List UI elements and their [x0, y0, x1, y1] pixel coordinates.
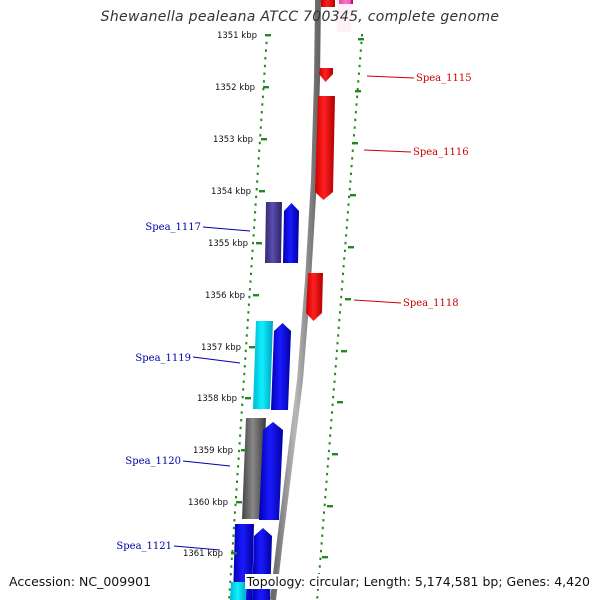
scale-tick-mark: [332, 453, 338, 456]
gene-label-text[interactable]: Spea_1119: [135, 353, 191, 364]
gene-shade-partial-bottom: [230, 582, 247, 600]
scale-tick-mark: [322, 556, 328, 559]
gene-leader-line: [182, 460, 231, 467]
gene-label-spea-1119[interactable]: Spea_1119: [135, 353, 241, 364]
topology-info-text: Topology: circular; Length: 5,174,581 bp…: [244, 574, 592, 589]
scale-tick-mark: [259, 190, 265, 193]
scale-tick-mark: [261, 138, 267, 141]
scale-tick-label: 1354 kbp: [211, 187, 251, 197]
scale-tick-mark: [327, 505, 333, 508]
genome-title: Shewanella pealeana ATCC 700345, complet…: [100, 9, 500, 25]
gene-arrow-spea-1117: [283, 203, 299, 263]
gene-label-text[interactable]: Spea_1115: [416, 73, 472, 84]
scale-tick-label: 1358 kbp: [197, 394, 237, 404]
scale-tick-mark: [350, 194, 356, 197]
gene-leader-line: [366, 75, 415, 79]
scale-tick-label: 1359 kbp: [193, 446, 233, 456]
gene-arrow-spea-1115: [319, 68, 333, 82]
accession-text: Accession: NC_009901: [7, 574, 154, 589]
gene-arrow-spea-1119: [271, 323, 291, 410]
gene-shade-spea-1120: [242, 418, 266, 519]
scale-tick-mark: [352, 142, 358, 145]
gene-arrow-spea-1121: [252, 528, 272, 600]
scale-tick-mark: [358, 38, 364, 41]
scale-tick-mark: [231, 552, 237, 555]
gene-label-spea-1117[interactable]: Spea_1117: [145, 222, 251, 233]
gene-arrow-partial-top: [339, 0, 353, 4]
scale-tick-mark: [263, 86, 269, 89]
scale-tick-mark: [337, 401, 343, 404]
gene-label-text[interactable]: Spea_1120: [125, 456, 181, 467]
gene-label-spea-1116[interactable]: Spea_1116: [363, 147, 469, 158]
scale-tick-mark: [345, 298, 351, 301]
gene-label-text[interactable]: Spea_1121: [116, 541, 172, 552]
gene-leader-line: [173, 545, 221, 551]
gene-shade-spea-1117: [265, 202, 282, 263]
scale-tick-mark: [241, 449, 247, 452]
gene-leader-line: [363, 149, 412, 153]
gene-label-spea-1118[interactable]: Spea_1118: [353, 298, 459, 309]
gene-arrow-spea-1118: [306, 273, 323, 321]
gene-arrow-partial-top: [321, 0, 335, 7]
gene-leader-line: [192, 356, 241, 364]
scale-tick-mark: [253, 294, 259, 297]
scale-tick-label: 1351 kbp: [217, 31, 257, 41]
gene-label-spea-1121[interactable]: Spea_1121: [116, 541, 221, 552]
scale-tick-label: 1361 kbp: [183, 549, 223, 559]
scale-tick-mark: [249, 346, 255, 349]
scale-tick-mark: [256, 242, 262, 245]
scale-tick-label: 1353 kbp: [213, 135, 253, 145]
gene-shade-partial-top: [337, 0, 351, 32]
outer-dotted-track: [316, 34, 363, 599]
gene-leader-line: [353, 299, 402, 304]
genome-backbone: [270, 0, 321, 600]
scale-tick-label: 1355 kbp: [208, 239, 248, 249]
gene-label-text[interactable]: Spea_1116: [413, 147, 469, 158]
scale-tick-mark: [341, 350, 347, 353]
scale-tick-mark: [348, 246, 354, 249]
scale-tick-mark: [245, 397, 251, 400]
scale-tick-label: 1356 kbp: [205, 291, 245, 301]
scale-tick-label: 1357 kbp: [201, 343, 241, 353]
gene-labels: Spea_1115 Spea_1116 Spea_1117 Spea_1118 Spea…: [116, 73, 471, 552]
gene-leader-line: [202, 226, 251, 232]
gene-shade-spea-1119: [253, 321, 273, 409]
scale-tick-mark: [236, 501, 242, 504]
gene-label-spea-1120[interactable]: Spea_1120: [125, 456, 231, 467]
inner-dotted-track: [228, 34, 268, 599]
gene-label-text[interactable]: Spea_1117: [145, 222, 201, 233]
scale-tick-label: 1352 kbp: [215, 83, 255, 93]
gene-label-spea-1115[interactable]: Spea_1115: [366, 73, 472, 84]
scale-tick-mark: [265, 34, 271, 37]
tick-track-dots: [228, 34, 363, 599]
scale-ticks: 1351 kbp 1352 kbp 1353 kbp 1354 kbp 1355 kbp…: [183, 31, 364, 559]
gene-label-text[interactable]: Spea_1118: [403, 298, 459, 309]
gene-arrow-spea-1120: [259, 422, 283, 520]
scale-tick-label: 1360 kbp: [188, 498, 228, 508]
gene-arrow-spea-1116: [315, 96, 335, 200]
scale-tick-mark: [355, 90, 361, 93]
